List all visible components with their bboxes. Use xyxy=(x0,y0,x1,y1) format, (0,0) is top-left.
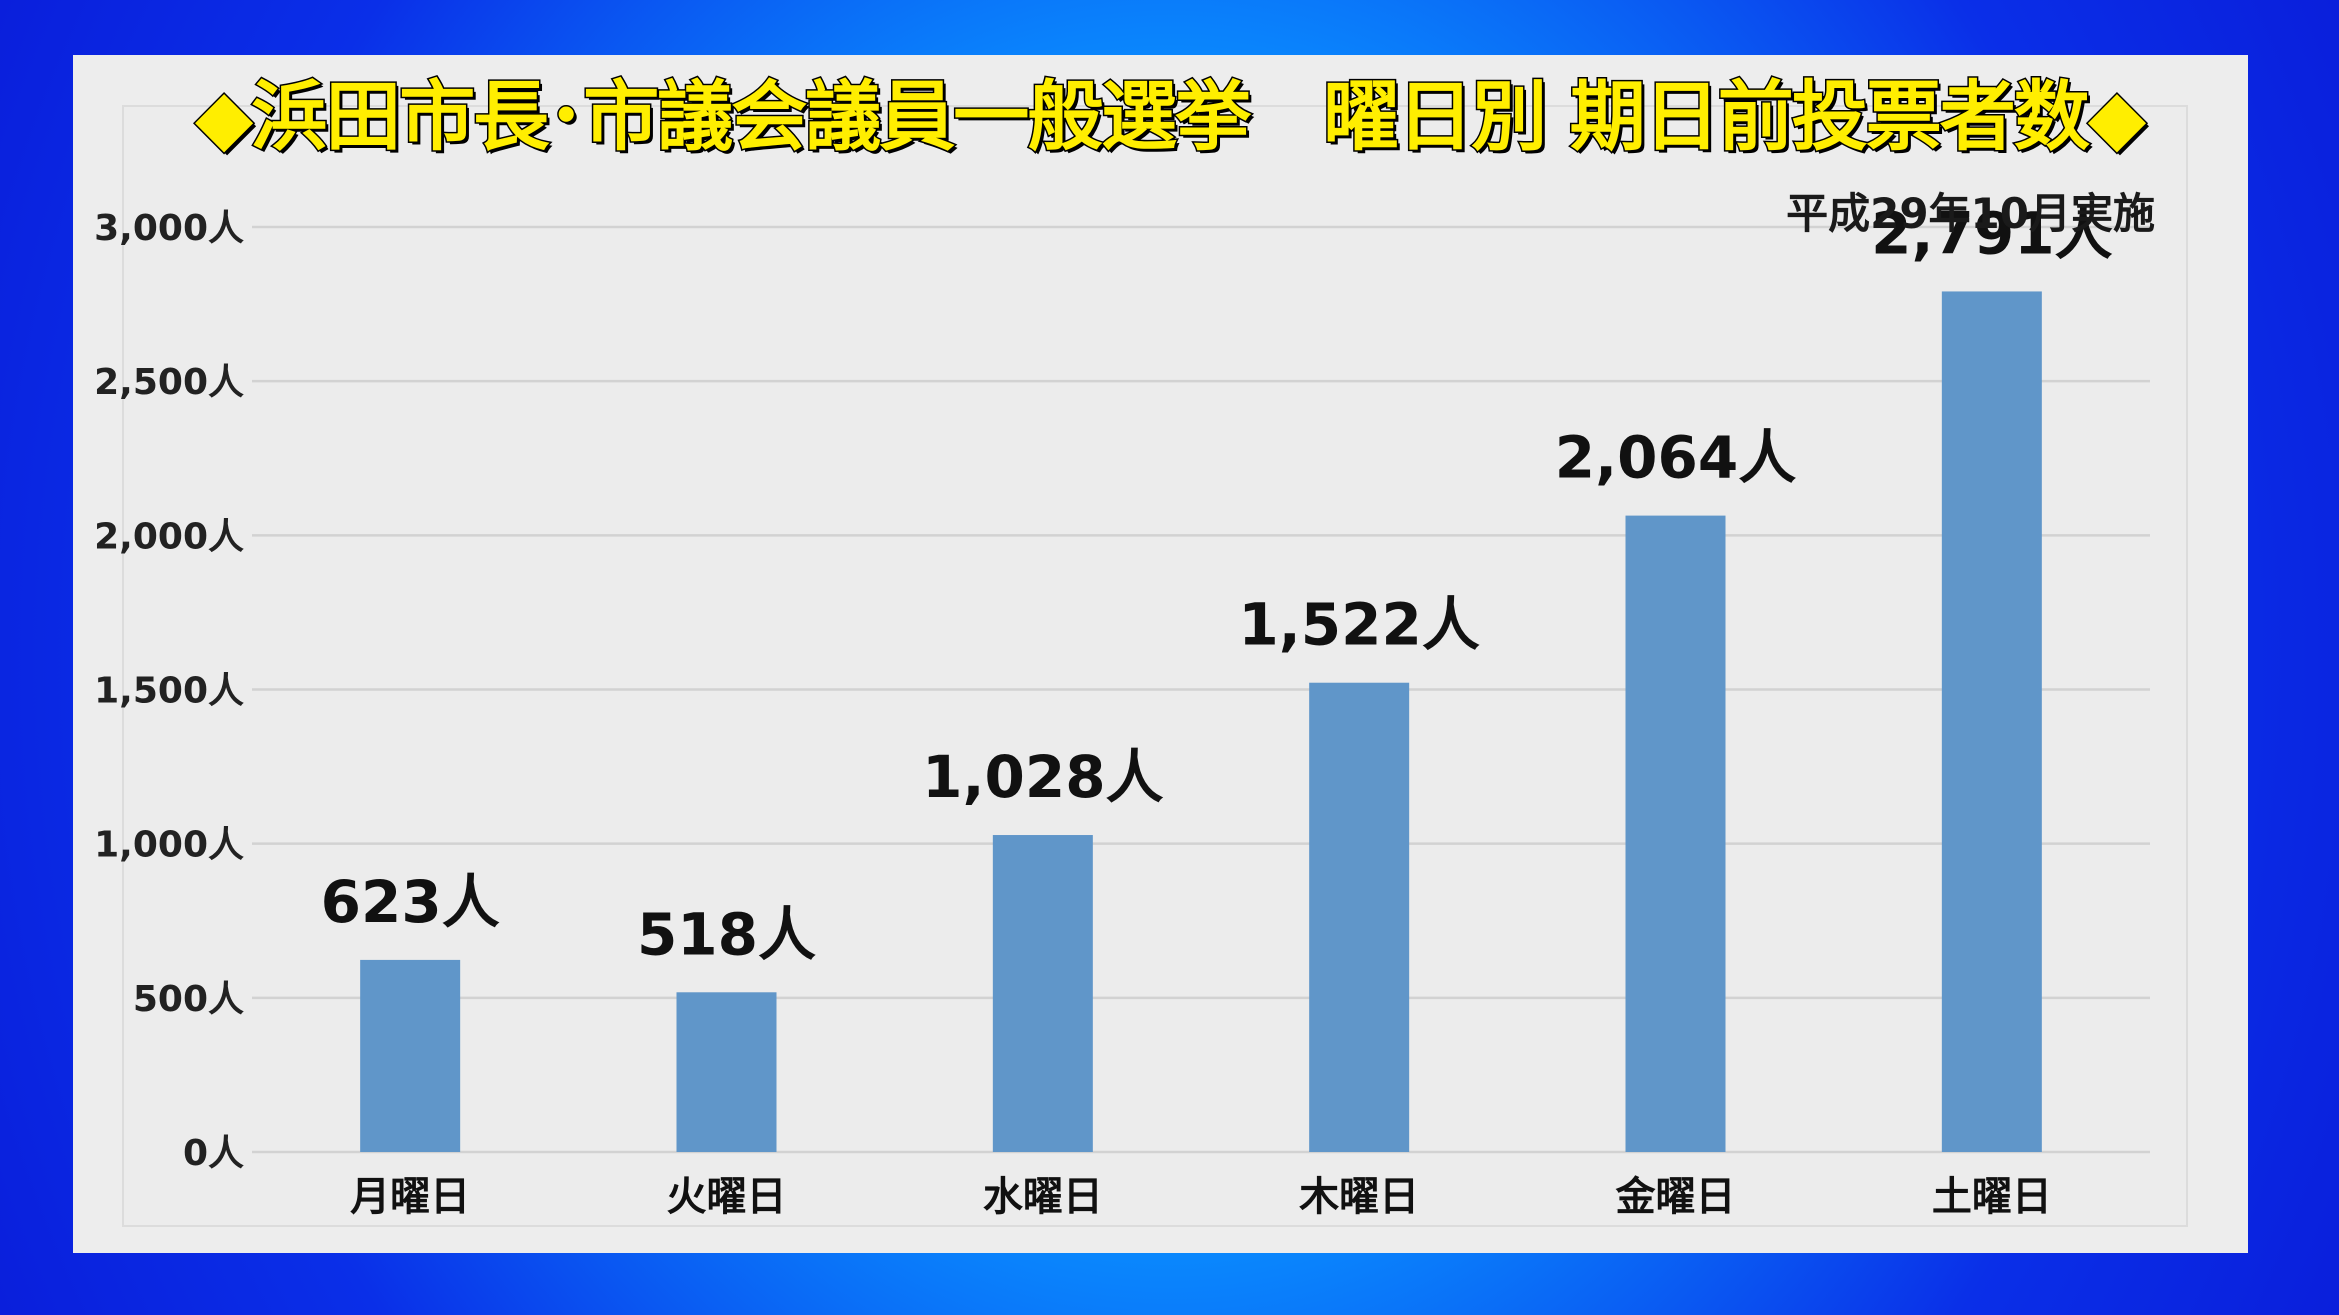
bar xyxy=(1625,515,1726,1152)
y-tick-label: 2,500人 xyxy=(94,362,244,403)
data-label: 1,028人 xyxy=(922,743,1163,811)
chart-area xyxy=(122,105,2188,1227)
chart-subtitle: 平成29年10月実施 xyxy=(1786,189,2155,238)
x-category-label: 水曜日 xyxy=(983,1174,1103,1220)
y-tick-label: 3,000人 xyxy=(94,208,244,249)
data-label: 2,791人 xyxy=(1871,199,2112,267)
bar xyxy=(676,992,777,1152)
x-category-label: 月曜日 xyxy=(350,1174,470,1220)
data-label: 623人 xyxy=(321,868,500,936)
y-tick-label: 500人 xyxy=(133,979,244,1020)
y-tick-label: 2,000人 xyxy=(94,516,244,557)
x-category-label: 火曜日 xyxy=(667,1174,787,1220)
chart-title: ◆浜田市長･市議会議員一般選挙 曜日別 期日前投票者数◆ xyxy=(193,71,2147,163)
data-label: 518人 xyxy=(637,900,816,968)
bar xyxy=(1309,682,1410,1152)
x-category-label: 金曜日 xyxy=(1615,1174,1736,1220)
x-category-label: 木曜日 xyxy=(1299,1174,1419,1220)
bar xyxy=(1941,291,2042,1153)
data-label: 2,064人 xyxy=(1555,424,1796,492)
data-label: 1,522人 xyxy=(1238,591,1479,659)
bar xyxy=(360,959,461,1152)
y-tick-label: 1,000人 xyxy=(94,825,244,866)
y-tick-label: 0人 xyxy=(183,1133,244,1174)
y-tick-label: 1,500人 xyxy=(94,671,244,712)
x-category-label: 土曜日 xyxy=(1932,1174,2052,1220)
bar xyxy=(992,835,1093,1152)
